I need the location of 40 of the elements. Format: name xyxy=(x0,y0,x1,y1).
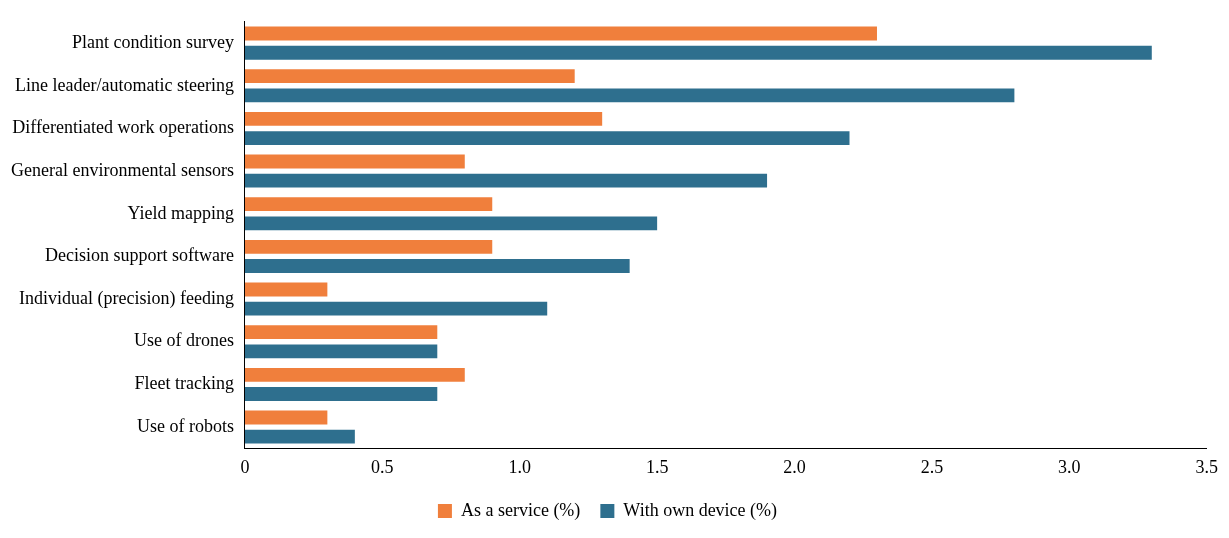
bar xyxy=(244,216,658,231)
x-tick-label: 0 xyxy=(240,456,250,477)
bar xyxy=(244,45,1152,60)
legend-label: With own device (%) xyxy=(623,499,778,521)
bar xyxy=(244,344,438,359)
x-tick-label: 1.0 xyxy=(508,456,531,477)
bar xyxy=(244,325,438,340)
bar xyxy=(244,69,575,84)
y-tick-label: Decision support software xyxy=(44,245,234,266)
bar xyxy=(244,410,328,425)
x-tick-label: 2.5 xyxy=(920,456,944,477)
bar xyxy=(244,197,493,212)
x-tick-label: 2.0 xyxy=(783,456,806,477)
y-tick-label: Yield mapping xyxy=(127,202,234,223)
bar xyxy=(244,131,850,145)
y-tick-label: Use of drones xyxy=(133,330,234,351)
bar xyxy=(244,26,877,41)
bar xyxy=(244,429,355,444)
legend-label: As a service (%) xyxy=(460,499,581,521)
x-tick-label: 0.5 xyxy=(371,456,394,477)
y-tick-label: Differentiated work operations xyxy=(12,117,234,138)
y-tick-label: Line leader/automatic steering xyxy=(15,74,234,95)
bar xyxy=(244,259,630,273)
bar xyxy=(244,282,328,297)
bar xyxy=(244,88,1015,103)
x-tick-label: 1.5 xyxy=(645,456,669,477)
y-tick-label: Use of robots xyxy=(136,415,234,436)
bar xyxy=(244,173,768,188)
bar xyxy=(244,154,465,169)
x-tick-label: 3.0 xyxy=(1058,456,1081,477)
bar xyxy=(244,301,548,316)
bar xyxy=(244,387,438,401)
y-tick-label: General environmental sensors xyxy=(10,159,234,180)
x-tick-label: 3.5 xyxy=(1195,456,1218,477)
bar xyxy=(244,239,493,254)
y-tick-label: Fleet tracking xyxy=(134,373,234,394)
y-tick-label: Plant condition survey xyxy=(71,31,234,52)
y-tick-label: Individual (precision) feeding xyxy=(18,287,234,309)
bar xyxy=(244,111,603,126)
bar xyxy=(244,367,465,382)
